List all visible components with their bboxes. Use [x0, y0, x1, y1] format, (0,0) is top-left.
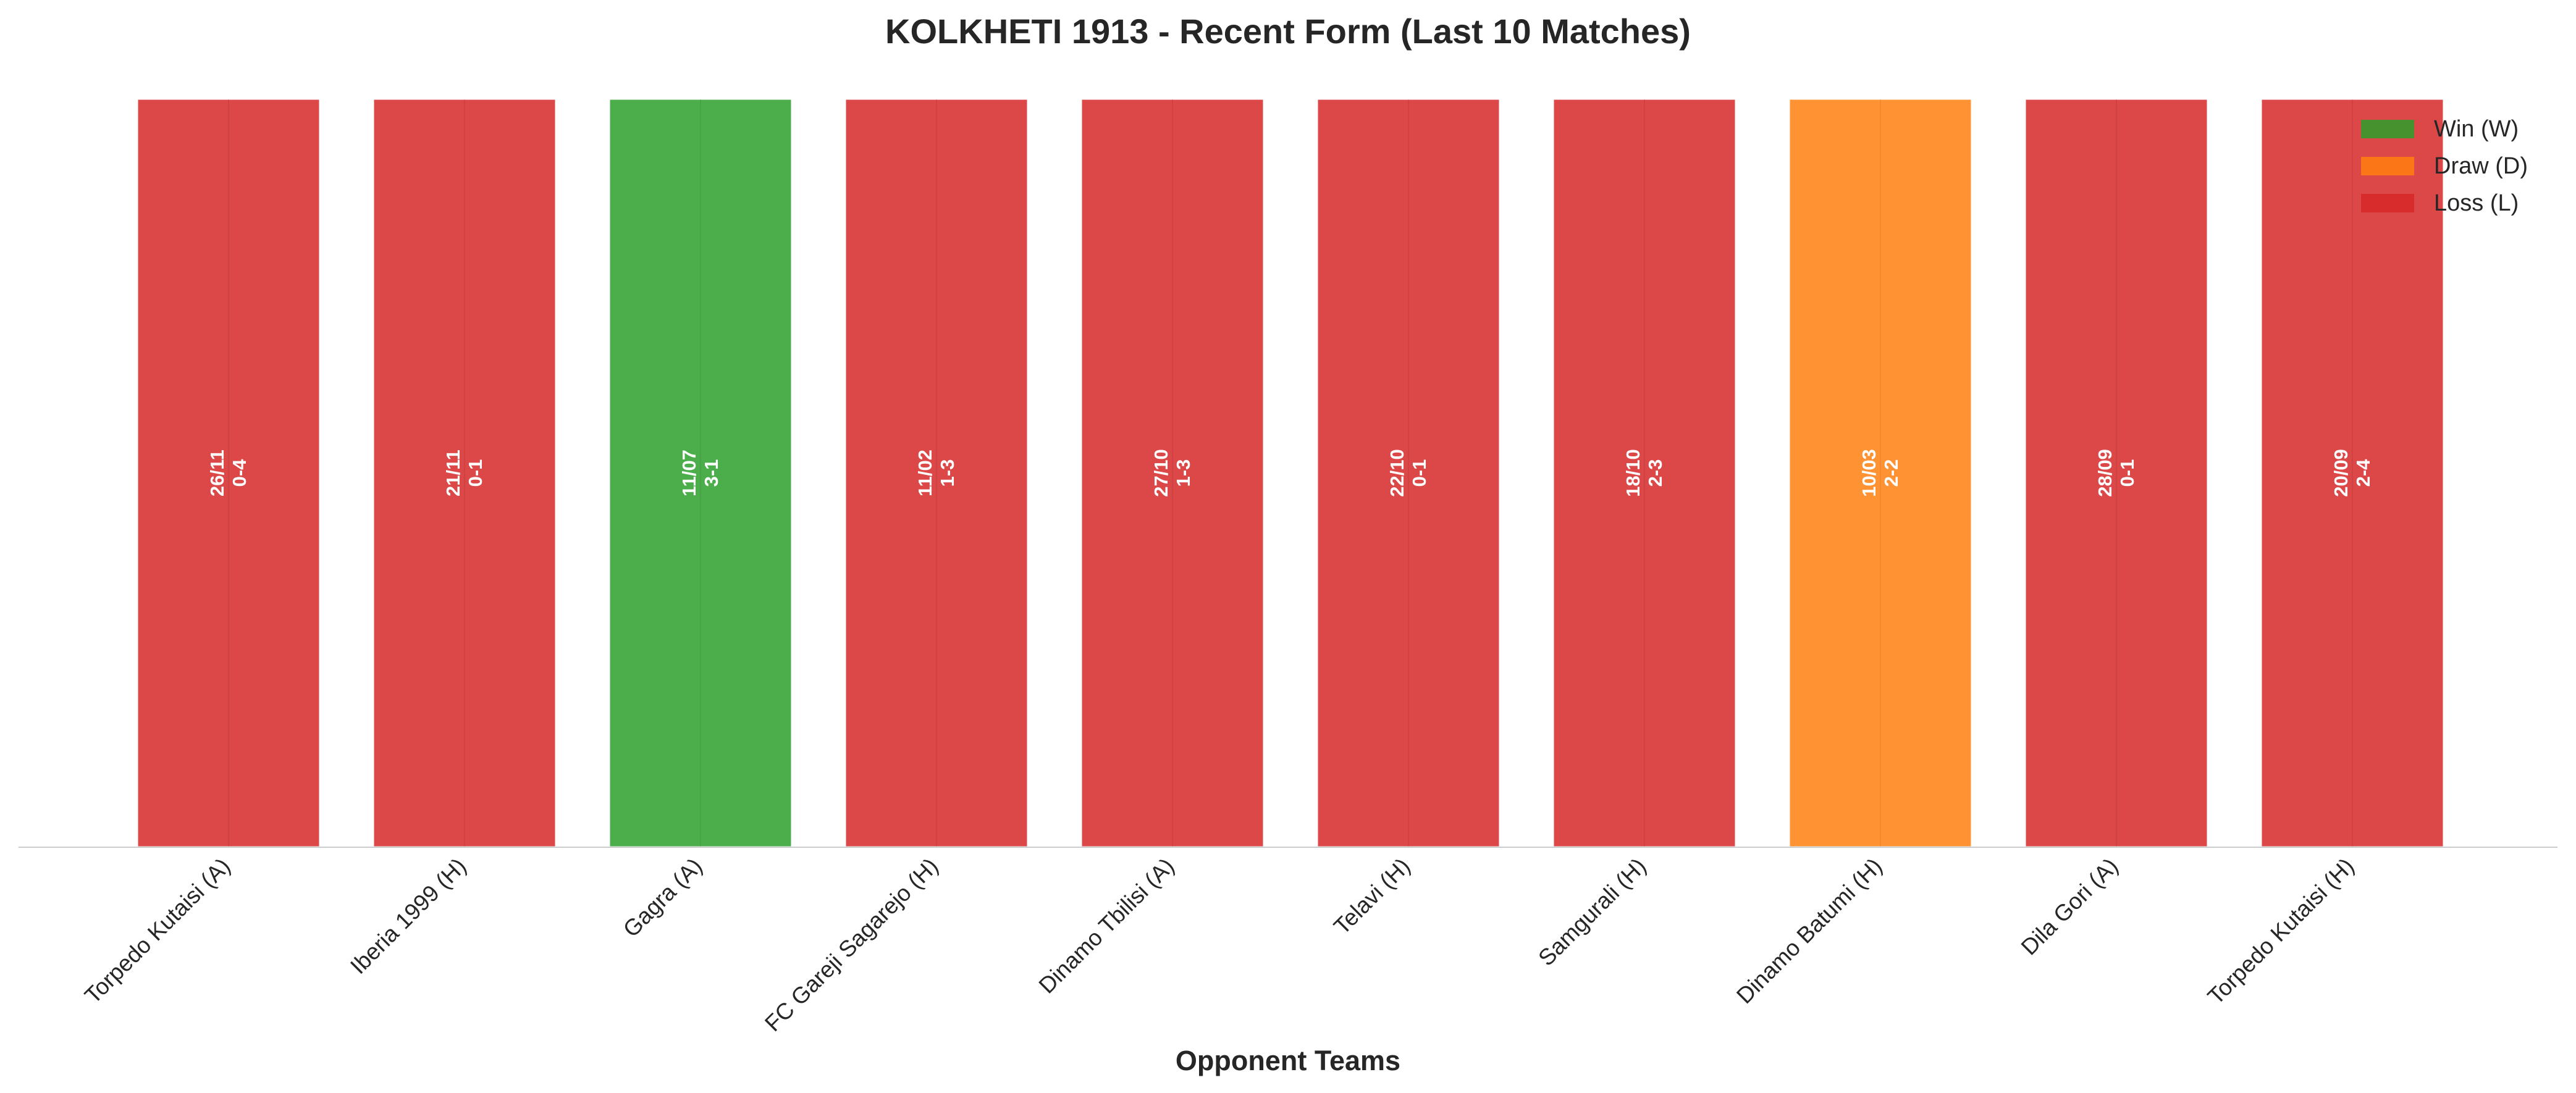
x-tick-label: FC Gareji Sagarejo (H) [760, 853, 943, 1037]
legend-label-w: Win (W) [2434, 116, 2519, 142]
x-tick-label: Iberia 1999 (H) [345, 853, 471, 979]
x-tick-label: Torpedo Kutaisi (H) [2203, 853, 2359, 1010]
bar-10 [2260, 98, 2445, 848]
legend-label-l: Loss (L) [2434, 190, 2519, 216]
legend-swatch-l [2361, 194, 2414, 212]
bar-label: 11/021-3 [914, 450, 958, 496]
legend-label-d: Draw (D) [2434, 153, 2528, 179]
x-tick-label: Dila Gori (A) [2016, 853, 2123, 960]
x-tick-label: Samgurali (H) [1533, 853, 1651, 971]
bars-group: 26/110-4 21/110-1 11/073-1 11/021-3 27/101-3… [136, 98, 2445, 848]
bar-7 [1552, 98, 1737, 848]
x-axis-label: Opponent Teams [1176, 1045, 1400, 1076]
x-tick-label: Gagra (A) [618, 853, 707, 942]
bar-label: 26/110-4 [206, 450, 250, 496]
bar-1 [136, 98, 321, 848]
bar-label: 10/032-2 [1858, 449, 1902, 497]
bar-4 [844, 98, 1029, 848]
x-tick-label: Dinamo Batumi (H) [1732, 853, 1887, 1008]
legend-swatch-d [2361, 157, 2414, 175]
bar-2 [372, 98, 557, 848]
bar-label: 27/101-3 [1150, 449, 1194, 497]
bar-3 [608, 98, 793, 848]
x-tick-label: Torpedo Kutaisi (A) [80, 853, 235, 1008]
bar-label: 21/110-1 [442, 450, 486, 496]
chart-title: KOLKHETI 1913 - Recent Form (Last 10 Mat… [885, 12, 1691, 51]
bar-label: 28/090-1 [2094, 449, 2138, 497]
bar-label: 22/100-1 [1386, 449, 1430, 497]
legend: Win (W) Draw (D) Loss (L) [2361, 116, 2528, 216]
x-tick-label: Dinamo Tbilisi (A) [1034, 853, 1179, 999]
bar-label: 11/073-1 [678, 450, 722, 496]
legend-swatch-w [2361, 120, 2414, 138]
bar-label: 20/092-4 [2330, 449, 2374, 497]
bar-label: 18/102-3 [1622, 449, 1666, 497]
bar-6 [1316, 98, 1501, 848]
bar-5 [1080, 98, 1265, 848]
x-tick-label: Telavi (H) [1329, 853, 1415, 939]
x-tick-labels: Torpedo Kutaisi (A) Iberia 1999 (H) Gagra … [80, 853, 2359, 1037]
